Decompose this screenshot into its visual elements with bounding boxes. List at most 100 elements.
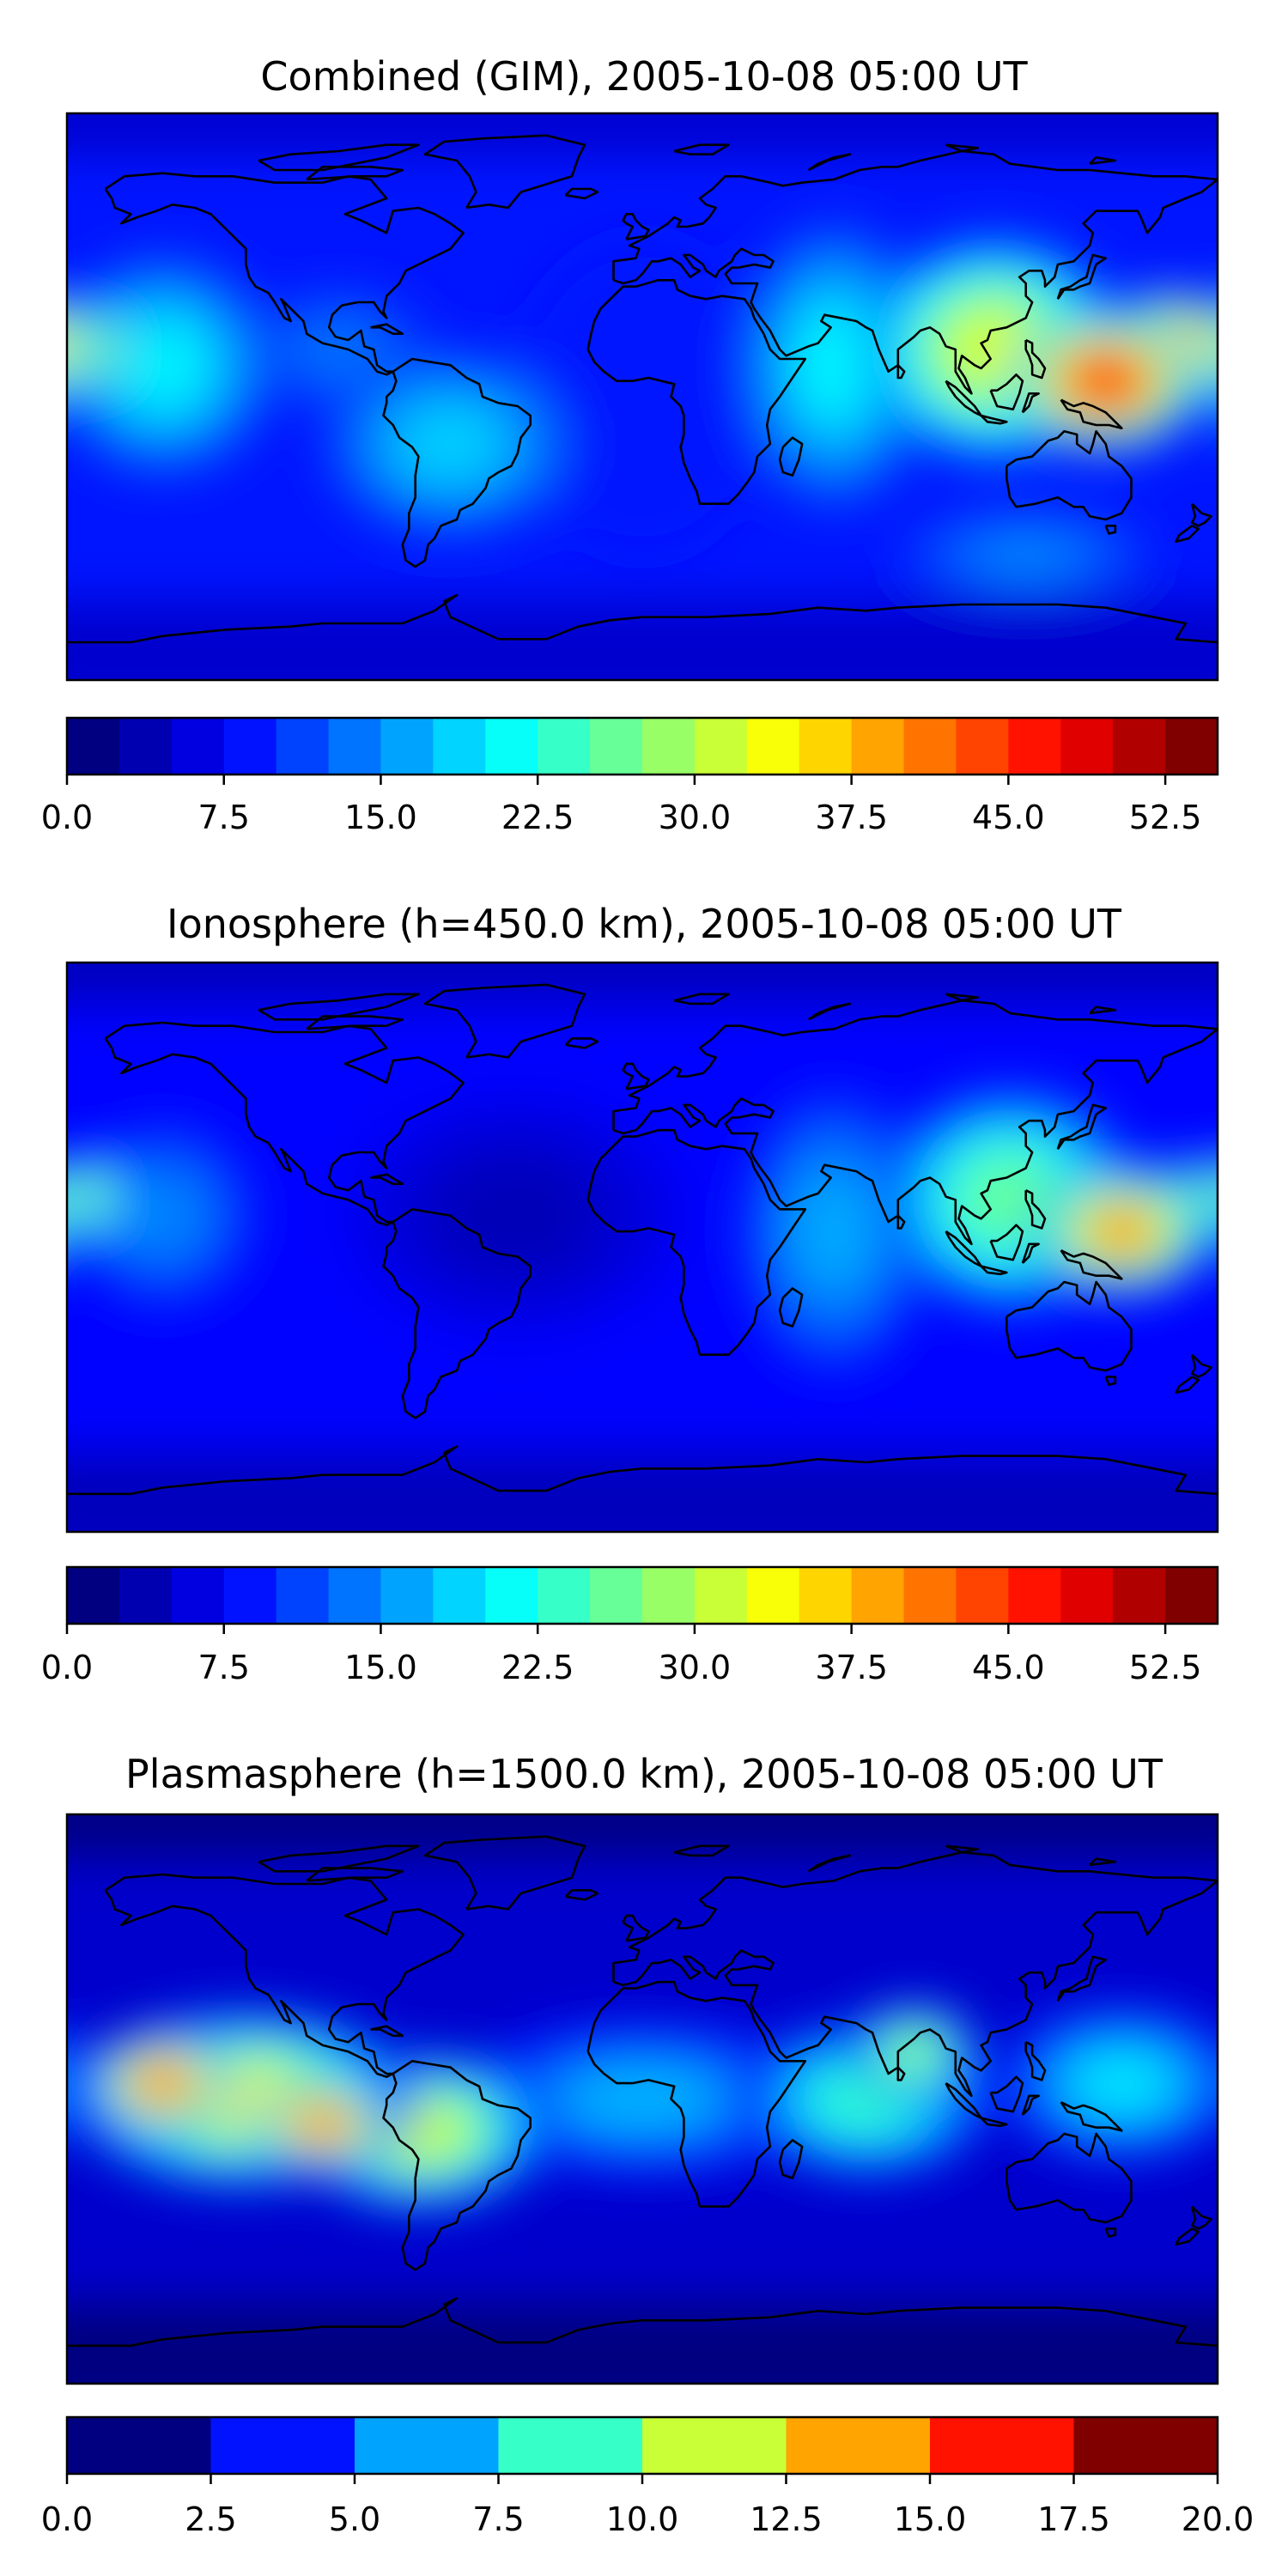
tec-region — [888, 2032, 940, 2071]
coastline — [1190, 1353, 1212, 1378]
tec-field — [0, 963, 1288, 1532]
coastline — [370, 323, 404, 336]
colorbar-segment — [118, 1567, 173, 1624]
colorbar-frame — [65, 1565, 1219, 1625]
colorbar-tick-label: 30.0 — [659, 1649, 732, 1686]
tec-region — [565, 2067, 720, 2131]
colorbar-segment — [276, 1567, 330, 1624]
coastline — [612, 149, 1218, 395]
colorbar-tick-label: 15.0 — [344, 1649, 417, 1686]
colorbar-segment — [1113, 1567, 1166, 1624]
colorbar-segment — [786, 2417, 931, 2474]
coastline — [612, 999, 1218, 1246]
colorbar-segment — [746, 718, 800, 775]
tec-region — [295, 2106, 351, 2142]
tec-field — [67, 1814, 1288, 2384]
coastline — [778, 1287, 804, 1327]
tec-region — [0, 312, 51, 450]
colorbar-tick-label: 30.0 — [659, 799, 732, 836]
coastline — [1005, 2132, 1133, 2224]
colorbar-segment — [538, 1567, 591, 1624]
colorbar-segment — [171, 1567, 225, 1624]
colorbar-segment — [223, 718, 277, 775]
colorbar-segment — [799, 1567, 853, 1624]
coastline — [1175, 1376, 1200, 1394]
tec-region — [67, 319, 83, 380]
coastline — [370, 1173, 404, 1186]
colorbar-segment — [642, 718, 696, 775]
tec-region — [0, 1206, 7, 1257]
coastline — [945, 380, 982, 417]
coastline — [1021, 392, 1040, 414]
coastlines — [67, 1835, 1218, 2348]
coastline — [1089, 156, 1117, 165]
tec-region — [975, 535, 1078, 574]
coastline — [1024, 2041, 1047, 2081]
tec-region — [67, 1189, 76, 1230]
colorbar-segment — [1060, 718, 1114, 775]
coastline — [945, 1230, 982, 1267]
coastline — [622, 1062, 650, 1091]
coastline — [945, 1844, 980, 1854]
panel-title-plasmasphere: Plasmasphere (h=1500.0 km), 2005-10-08 0… — [125, 1751, 1163, 1797]
coastline — [1005, 429, 1133, 521]
coastline — [980, 2117, 1008, 2128]
coastline — [423, 983, 586, 1059]
colorbar-tick-label: 7.5 — [472, 2500, 524, 2538]
colorbar-segment — [590, 718, 643, 775]
colorbar-segment — [1008, 718, 1061, 775]
coastline — [1024, 1189, 1047, 1230]
tec-region — [67, 1452, 1218, 1532]
colorbar-tick-label: 7.5 — [198, 1649, 250, 1686]
coastline — [980, 414, 1008, 425]
tec-region — [1224, 277, 1288, 453]
coastline — [67, 593, 1218, 644]
tec-region — [67, 1174, 90, 1244]
coastline — [1190, 502, 1212, 527]
coastline — [622, 1914, 650, 1942]
coastline — [945, 2082, 982, 2119]
colorbar-segment — [694, 718, 748, 775]
tec-region — [1257, 2043, 1288, 2123]
tec-region — [0, 1194, 25, 1269]
coastline — [1060, 2101, 1123, 2132]
tec-region — [67, 963, 1218, 1003]
tec-region — [67, 2304, 1218, 2384]
colorbar-segment — [538, 718, 591, 775]
coastline — [1104, 524, 1117, 535]
colorbar-segment — [851, 1567, 905, 1624]
colorbar-segment — [799, 718, 853, 775]
colorbar-segment — [1008, 1567, 1061, 1624]
colorbar-segment — [380, 1567, 434, 1624]
map-frame — [65, 112, 1219, 682]
colorbar-combined: 0.0 7.5 15.0 22.5 30.0 37.5 45.0 52.5 — [41, 716, 1219, 836]
coastline — [1021, 2094, 1040, 2116]
coastline — [896, 364, 906, 380]
tec-region — [1243, 2032, 1288, 2134]
colorbar-tick-label: 0.0 — [41, 799, 93, 836]
coastline — [673, 993, 730, 1005]
tec-region — [0, 1181, 43, 1282]
coastline — [989, 1224, 1024, 1261]
tec-region — [67, 113, 1218, 154]
coastline — [1060, 1249, 1123, 1280]
coastline — [586, 278, 807, 506]
tec-region — [0, 1181, 61, 1237]
coastline — [1089, 1857, 1117, 1867]
tec-region — [1275, 1177, 1288, 1253]
coastline — [980, 1265, 1008, 1276]
map-frame — [65, 961, 1219, 1534]
colorbar-segment — [1060, 1567, 1114, 1624]
colorbar-segment — [380, 718, 434, 775]
coastline — [1056, 1955, 1107, 2002]
colorbar-segment — [485, 1567, 538, 1624]
coastline — [370, 2025, 404, 2038]
coastline — [1021, 1242, 1040, 1264]
tec-region — [0, 315, 67, 383]
coastline — [896, 2066, 906, 2081]
colorbar-segment — [433, 718, 486, 775]
tec-region — [1256, 1158, 1288, 1273]
tec-region — [67, 2061, 74, 2105]
panel-combined: Combined (GIM), 2005-10-08 05:00 UT 0.0 7… — [0, 53, 1288, 836]
tec-region — [399, 406, 502, 482]
